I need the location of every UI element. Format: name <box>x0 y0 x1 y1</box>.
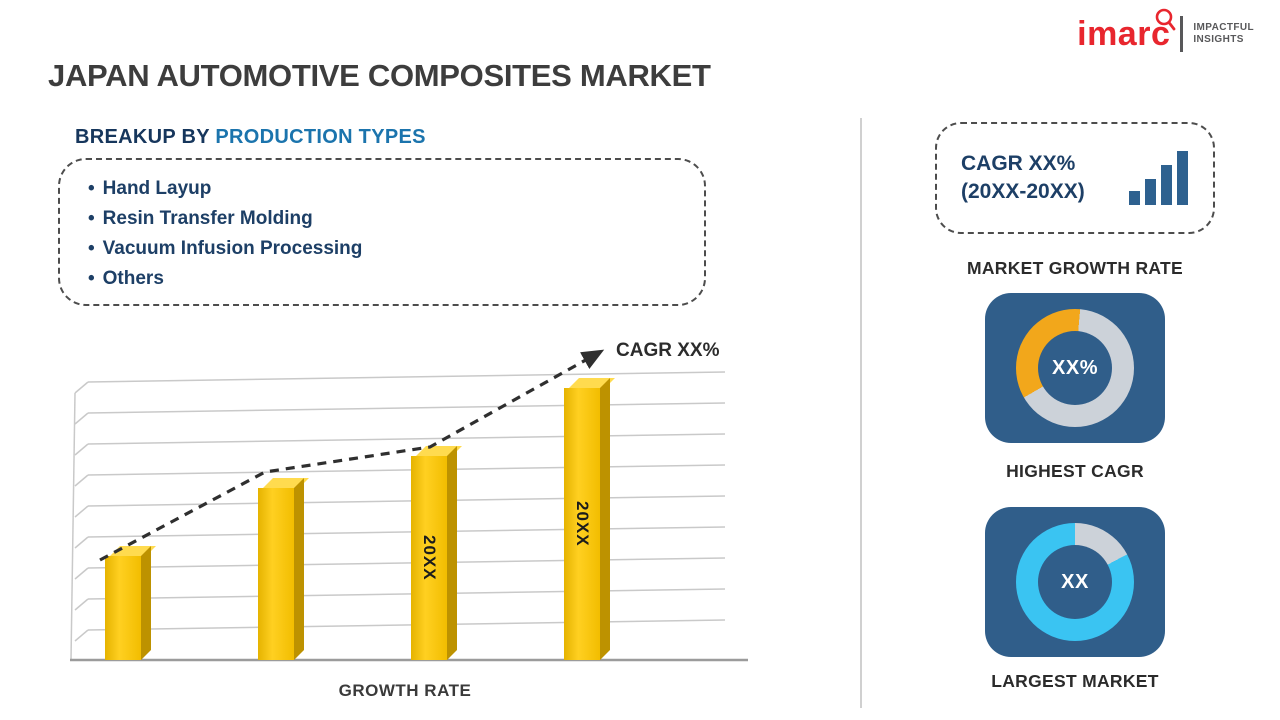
section-heading: BREAKUP BY PRODUCTION TYPES <box>75 126 426 149</box>
trend-cagr-label: CAGR XX% <box>616 340 720 361</box>
breakup-list: • Hand Layup • Resin Transfer Molding • Vac… <box>88 174 676 294</box>
bullet-icon: • <box>88 238 95 259</box>
highest-cagr-label: HIGHEST CAGR <box>1006 461 1144 481</box>
chart-bar-3: 20XX <box>411 456 447 660</box>
cagr-card-text: CAGR XX% (20XX-20XX) <box>961 150 1085 206</box>
magnifier-icon <box>1156 8 1176 31</box>
page-title: JAPAN AUTOMOTIVE COMPOSITES MARKET <box>48 58 711 93</box>
logo-tagline: IMPACTFUL INSIGHTS <box>1193 22 1254 46</box>
vertical-divider <box>860 118 862 708</box>
list-item-label: Vacuum Infusion Processing <box>102 238 363 259</box>
largest-market-tile: XX <box>985 507 1165 657</box>
section-heading-highlight: PRODUCTION TYPES <box>215 126 426 148</box>
bullet-icon: • <box>88 208 95 229</box>
trend-arrow <box>99 349 605 562</box>
largest-market-label: LARGEST MARKET <box>991 671 1159 691</box>
list-item: • Vacuum Infusion Processing <box>88 234 676 264</box>
imarc-logo: imarc IMPACTFUL INSIGHTS <box>1077 8 1254 53</box>
donut-chart-highest-cagr: XX% <box>1016 309 1134 427</box>
list-item-label: Hand Layup <box>102 178 212 199</box>
donut-center-value: XX <box>1038 545 1112 619</box>
cagr-card-line1: CAGR XX% <box>961 152 1076 175</box>
donut-center-value: XX% <box>1038 331 1112 405</box>
chart-bar-4: 20XX <box>564 388 600 660</box>
cagr-card: CAGR XX% (20XX-20XX) <box>935 122 1215 234</box>
bullet-icon: • <box>88 178 95 199</box>
donut-chart-largest-market: XX <box>1016 523 1134 641</box>
list-item: • Hand Layup <box>88 174 676 204</box>
bar-label: 20XX <box>420 535 439 581</box>
list-item-label: Resin Transfer Molding <box>102 208 313 229</box>
logo-separator <box>1180 16 1184 52</box>
list-item: • Resin Transfer Molding <box>88 204 676 234</box>
chart-bar-1 <box>105 556 141 660</box>
logo-tagline-line2: INSIGHTS <box>1193 34 1244 45</box>
list-item-label: Others <box>102 268 164 289</box>
highest-cagr-tile: XX% <box>985 293 1165 443</box>
logo-brand-text: imarc <box>1077 15 1171 53</box>
logo-tagline-line1: IMPACTFUL <box>1193 22 1254 33</box>
bullet-icon: • <box>88 268 95 289</box>
chart-x-axis-label: GROWTH RATE <box>338 681 472 700</box>
cagr-card-line2: (20XX-20XX) <box>961 180 1085 203</box>
section-heading-prefix: BREAKUP BY <box>75 126 210 148</box>
breakup-box: • Hand Layup • Resin Transfer Molding • Vac… <box>58 158 706 306</box>
bar-label: 20XX <box>573 501 592 547</box>
growth-bar-chart: 20XX 20XX GROWTH RATE <box>60 335 750 705</box>
market-growth-rate-label: MARKET GROWTH RATE <box>966 258 1184 278</box>
list-item: • Others <box>88 264 676 294</box>
logo-brand-wrap: imarc <box>1077 8 1176 53</box>
chart-bar-2 <box>258 488 294 660</box>
bar-chart-icon <box>1129 151 1188 205</box>
chart-gridlines <box>70 371 748 662</box>
